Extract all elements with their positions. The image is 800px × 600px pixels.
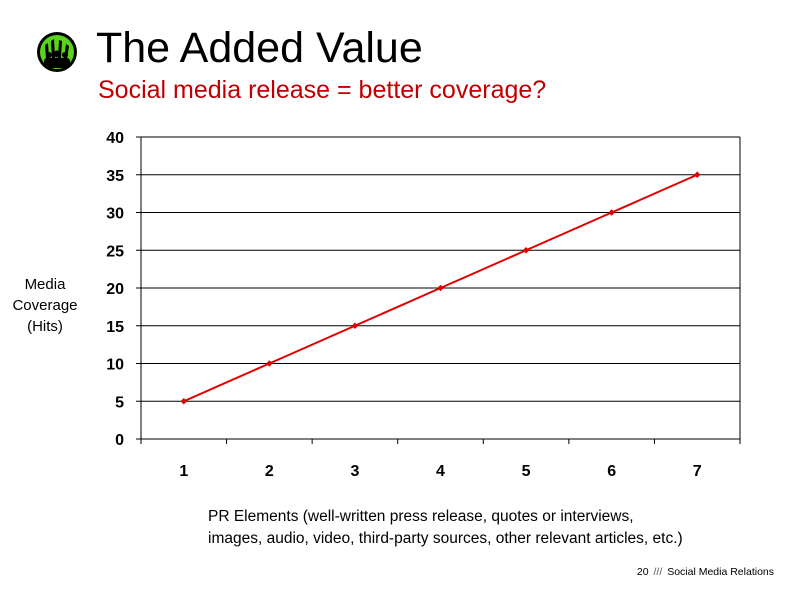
y-tick-label: 15 bbox=[106, 319, 124, 336]
data-point bbox=[351, 322, 359, 329]
y-tick-label: 40 bbox=[106, 130, 124, 147]
data-point bbox=[180, 398, 187, 405]
x-tick-label: 2 bbox=[265, 463, 274, 480]
y-axis-label-line: Media bbox=[24, 276, 66, 293]
data-point bbox=[608, 209, 615, 216]
footer-separator: /// bbox=[653, 566, 663, 578]
y-tick-label: 5 bbox=[115, 394, 124, 411]
y-tick-label: 35 bbox=[106, 168, 124, 185]
data-point bbox=[437, 284, 444, 292]
x-tick-label: 5 bbox=[522, 463, 531, 480]
y-axis-label-line: (Hits) bbox=[27, 318, 63, 335]
y-axis-label: Media Coverage (Hits) bbox=[6, 274, 84, 337]
data-point bbox=[266, 360, 273, 367]
page-number: 20 bbox=[636, 566, 649, 578]
y-axis-label-line: Coverage bbox=[12, 297, 78, 314]
green-crowd-hands-icon bbox=[37, 32, 77, 72]
slide-subtitle: Social media release = better coverage? bbox=[98, 76, 547, 104]
x-axis-label: PR Elements (well-written press release,… bbox=[208, 508, 683, 547]
y-tick-label: 0 bbox=[115, 432, 124, 449]
y-tick-label: 20 bbox=[106, 281, 124, 298]
x-tick-label: 1 bbox=[179, 463, 188, 480]
x-tick-label: 3 bbox=[350, 463, 359, 480]
y-tick-label: 25 bbox=[106, 243, 124, 260]
footer-text: Social Media Relations bbox=[667, 566, 774, 578]
y-tick-label: 10 bbox=[106, 357, 124, 374]
data-point bbox=[522, 247, 530, 254]
x-tick-label: 7 bbox=[693, 463, 702, 480]
data-point bbox=[694, 171, 701, 178]
y-tick-label: 30 bbox=[106, 206, 124, 223]
x-tick-label: 4 bbox=[436, 463, 445, 480]
x-tick-label: 6 bbox=[607, 463, 616, 480]
slide-title: The Added Value bbox=[96, 24, 423, 72]
slide-footer: 20 /// Social Media Relations bbox=[637, 566, 774, 578]
